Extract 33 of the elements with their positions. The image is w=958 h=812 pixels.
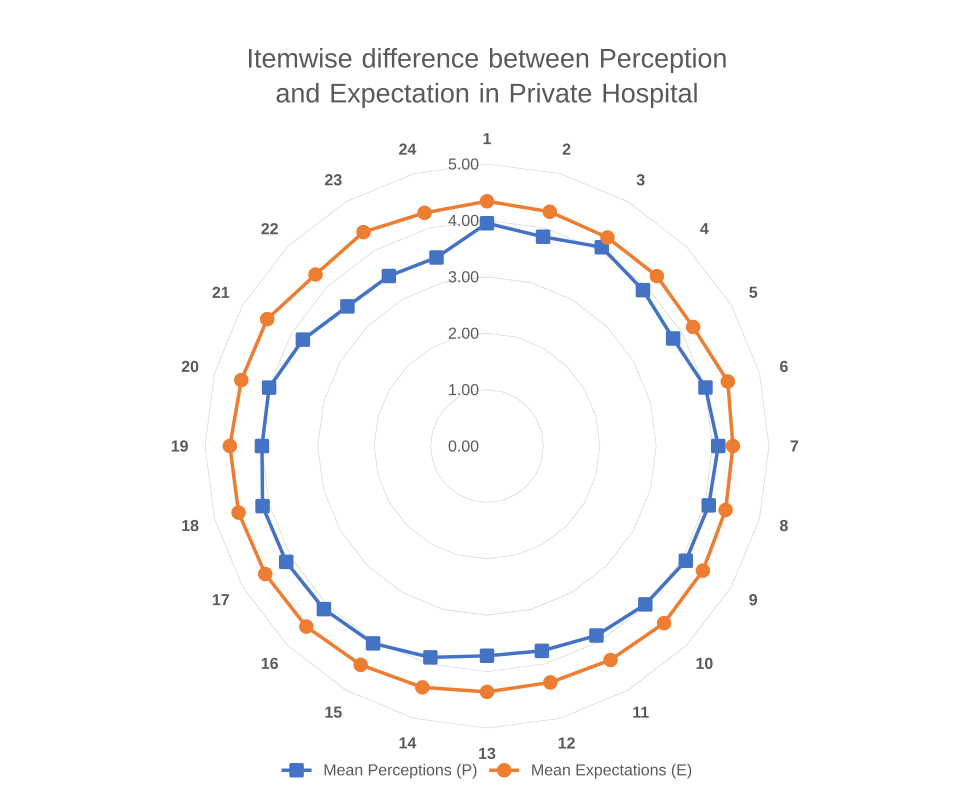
spoke-label: 14 xyxy=(400,737,416,748)
y-tick-label: 5.00 xyxy=(448,158,478,170)
y-tick-label: 1.00 xyxy=(449,384,478,396)
spoke-label: 3 xyxy=(636,174,645,186)
y-tick-label: 3.00 xyxy=(448,271,478,282)
spoke-label: 20 xyxy=(182,360,198,372)
y-tick-label: 0.00 xyxy=(448,440,478,452)
spoke-label: 17 xyxy=(212,594,229,606)
spoke-label: 22 xyxy=(261,223,278,234)
spoke-label: 2 xyxy=(562,144,570,155)
spoke-label: 19 xyxy=(172,440,188,452)
spoke-label: 4 xyxy=(700,223,709,234)
spoke-label: 13 xyxy=(479,748,496,760)
y-tick-label: 2.00 xyxy=(448,328,478,339)
spoke-label: 9 xyxy=(749,594,758,606)
spoke-label: 5 xyxy=(749,286,758,298)
spoke-label: 1 xyxy=(484,133,491,144)
spoke-label: 7 xyxy=(790,440,798,452)
spoke-label: 18 xyxy=(182,520,198,532)
legend-label: Mean Expectations (E) xyxy=(532,764,692,779)
spoke-label: 15 xyxy=(325,706,342,718)
spoke-label: 24 xyxy=(399,144,416,155)
legend-label: Mean Perceptions (P) xyxy=(324,764,476,779)
spoke-label: 10 xyxy=(696,658,713,669)
spoke-label: 23 xyxy=(325,174,342,186)
y-tick-label: 4.00 xyxy=(448,214,478,226)
spoke-label: 6 xyxy=(780,360,788,372)
spoke-label: 11 xyxy=(633,706,649,718)
chart-title: Itemwise difference between Perception and Expectation in Private Hospital xyxy=(249,48,726,108)
spoke-label: 12 xyxy=(558,737,575,748)
spoke-label: 8 xyxy=(780,520,788,532)
spoke-label: 21 xyxy=(212,286,230,298)
spoke-label: 16 xyxy=(262,658,278,669)
